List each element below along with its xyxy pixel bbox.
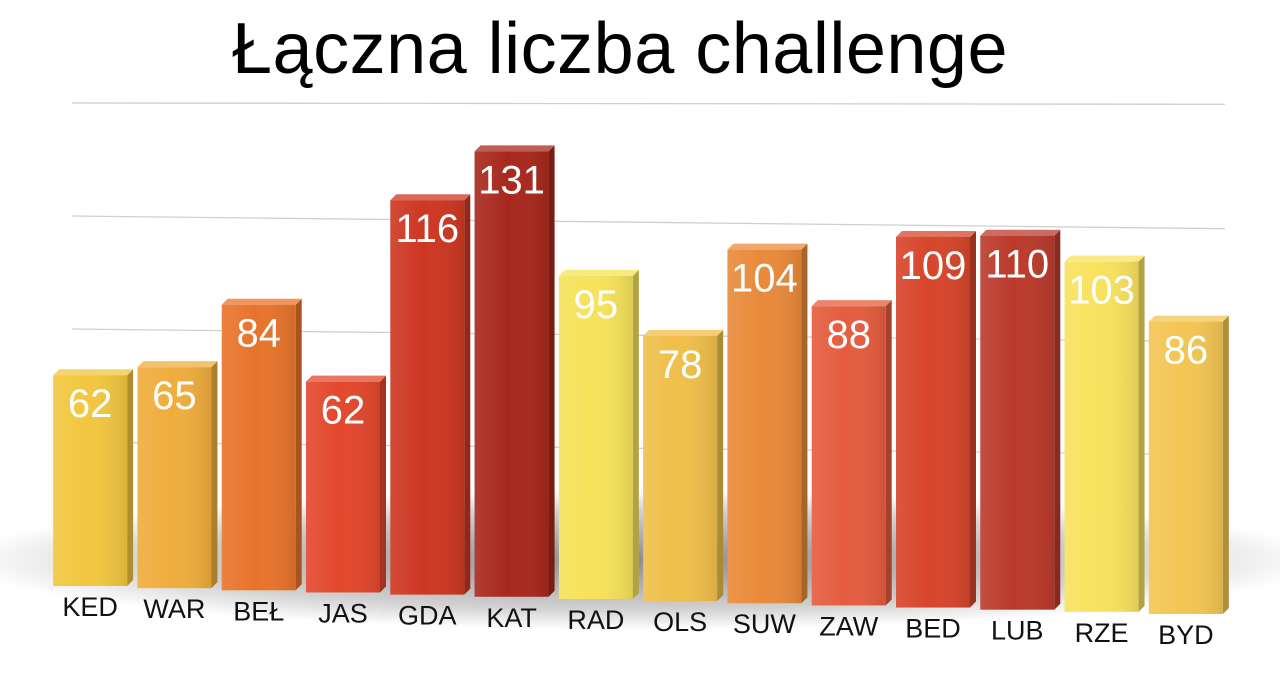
value-label: 88: [826, 313, 871, 357]
bar-side: [295, 298, 302, 591]
bar-shading: [137, 367, 212, 589]
category-label: BYD: [1158, 620, 1214, 650]
value-label: 95: [574, 283, 619, 327]
value-label: 103: [1068, 269, 1135, 313]
bar-top: [643, 329, 724, 336]
category-label: KAT: [486, 603, 537, 633]
bar-side: [1138, 255, 1145, 612]
bar-kat: [474, 145, 555, 597]
category-label: WAR: [143, 594, 205, 624]
bar-suw: [727, 243, 808, 604]
bar-top: [137, 361, 218, 368]
bars: [53, 145, 1229, 614]
category-label: BEŁ: [233, 596, 284, 626]
bar-side: [127, 369, 134, 586]
bar-shading: [727, 249, 802, 604]
category-label: JAS: [318, 598, 368, 628]
bar-side: [548, 145, 555, 597]
bar-jas: [306, 375, 386, 593]
bar-side: [717, 329, 724, 602]
bar-side: [211, 361, 218, 589]
bar-shading: [306, 381, 380, 593]
bar-ked: [53, 369, 134, 586]
gridline: [71, 102, 1226, 105]
bar-side: [1222, 315, 1229, 614]
bar-top: [53, 369, 134, 376]
value-labels: 62 65 84 62 116 131 95 78 104 88 109 110 103 86: [68, 158, 1208, 432]
category-label: BED: [905, 614, 961, 644]
bar-gda: [390, 194, 471, 595]
category-label: RZE: [1075, 618, 1129, 648]
bar-top: [1064, 255, 1145, 262]
category-label: RAD: [567, 605, 624, 635]
value-label: 84: [236, 312, 281, 356]
bar-shading: [896, 236, 970, 608]
bar-shading: [1148, 321, 1223, 614]
value-label: 62: [68, 382, 113, 426]
bar-side: [801, 243, 808, 604]
category-label: LUB: [991, 616, 1044, 646]
bar-rad: [558, 269, 639, 599]
bar-shading: [643, 335, 718, 602]
bar-side: [970, 230, 976, 608]
category-label: ZAW: [819, 611, 878, 641]
category-label: KED: [62, 592, 118, 622]
bar-top: [980, 229, 1061, 236]
bar-side: [464, 194, 471, 595]
bar-shading: [390, 200, 465, 595]
bar-bed: [896, 230, 976, 608]
bar-lub: [980, 229, 1061, 610]
bar-top: [221, 298, 302, 305]
category-labels: KED WAR BEŁ JAS GDA KAT RAD OLS SUW ZAW BED LUB RZE B…: [62, 592, 1213, 650]
bar-top: [727, 243, 808, 250]
bar-shading: [474, 151, 549, 597]
bar-top: [811, 300, 892, 307]
bar-side: [380, 375, 386, 593]
value-label: 116: [395, 207, 459, 251]
bar-top: [558, 269, 639, 276]
bar-top: [474, 145, 555, 152]
category-label: OLS: [653, 607, 707, 637]
bar-top: [306, 375, 386, 382]
bar-shading: [811, 306, 886, 606]
value-label: 86: [1164, 329, 1209, 373]
bar-side: [632, 269, 639, 599]
bar-shading: [980, 235, 1055, 610]
category-label: GDA: [398, 601, 457, 631]
chart-title: Łączna liczba challenge: [231, 9, 1008, 89]
bar-top: [390, 194, 471, 201]
value-label: 65: [152, 374, 197, 418]
value-label: 78: [658, 343, 703, 387]
bar-side: [885, 300, 892, 606]
value-label: 110: [985, 243, 1049, 287]
bar-shading: [53, 375, 128, 586]
bar-shading: [558, 275, 633, 599]
bar-rze: [1064, 255, 1145, 612]
bar-top: [896, 230, 976, 237]
value-label: 62: [321, 389, 366, 433]
bar-war: [137, 361, 218, 589]
category-label: SUW: [733, 609, 797, 639]
bar-side: [1054, 229, 1061, 610]
bar-zaw: [811, 300, 892, 606]
value-label: 104: [731, 257, 798, 301]
value-label: 131: [478, 158, 545, 202]
value-label: 109: [900, 244, 967, 288]
bar-byd: [1148, 315, 1229, 614]
bar-top: [1148, 315, 1229, 322]
bar-shading: [221, 304, 296, 591]
gridline: [71, 215, 1226, 230]
bar-ols: [643, 329, 724, 602]
bar-beł: [221, 298, 302, 591]
bar-shading: [1064, 261, 1139, 612]
